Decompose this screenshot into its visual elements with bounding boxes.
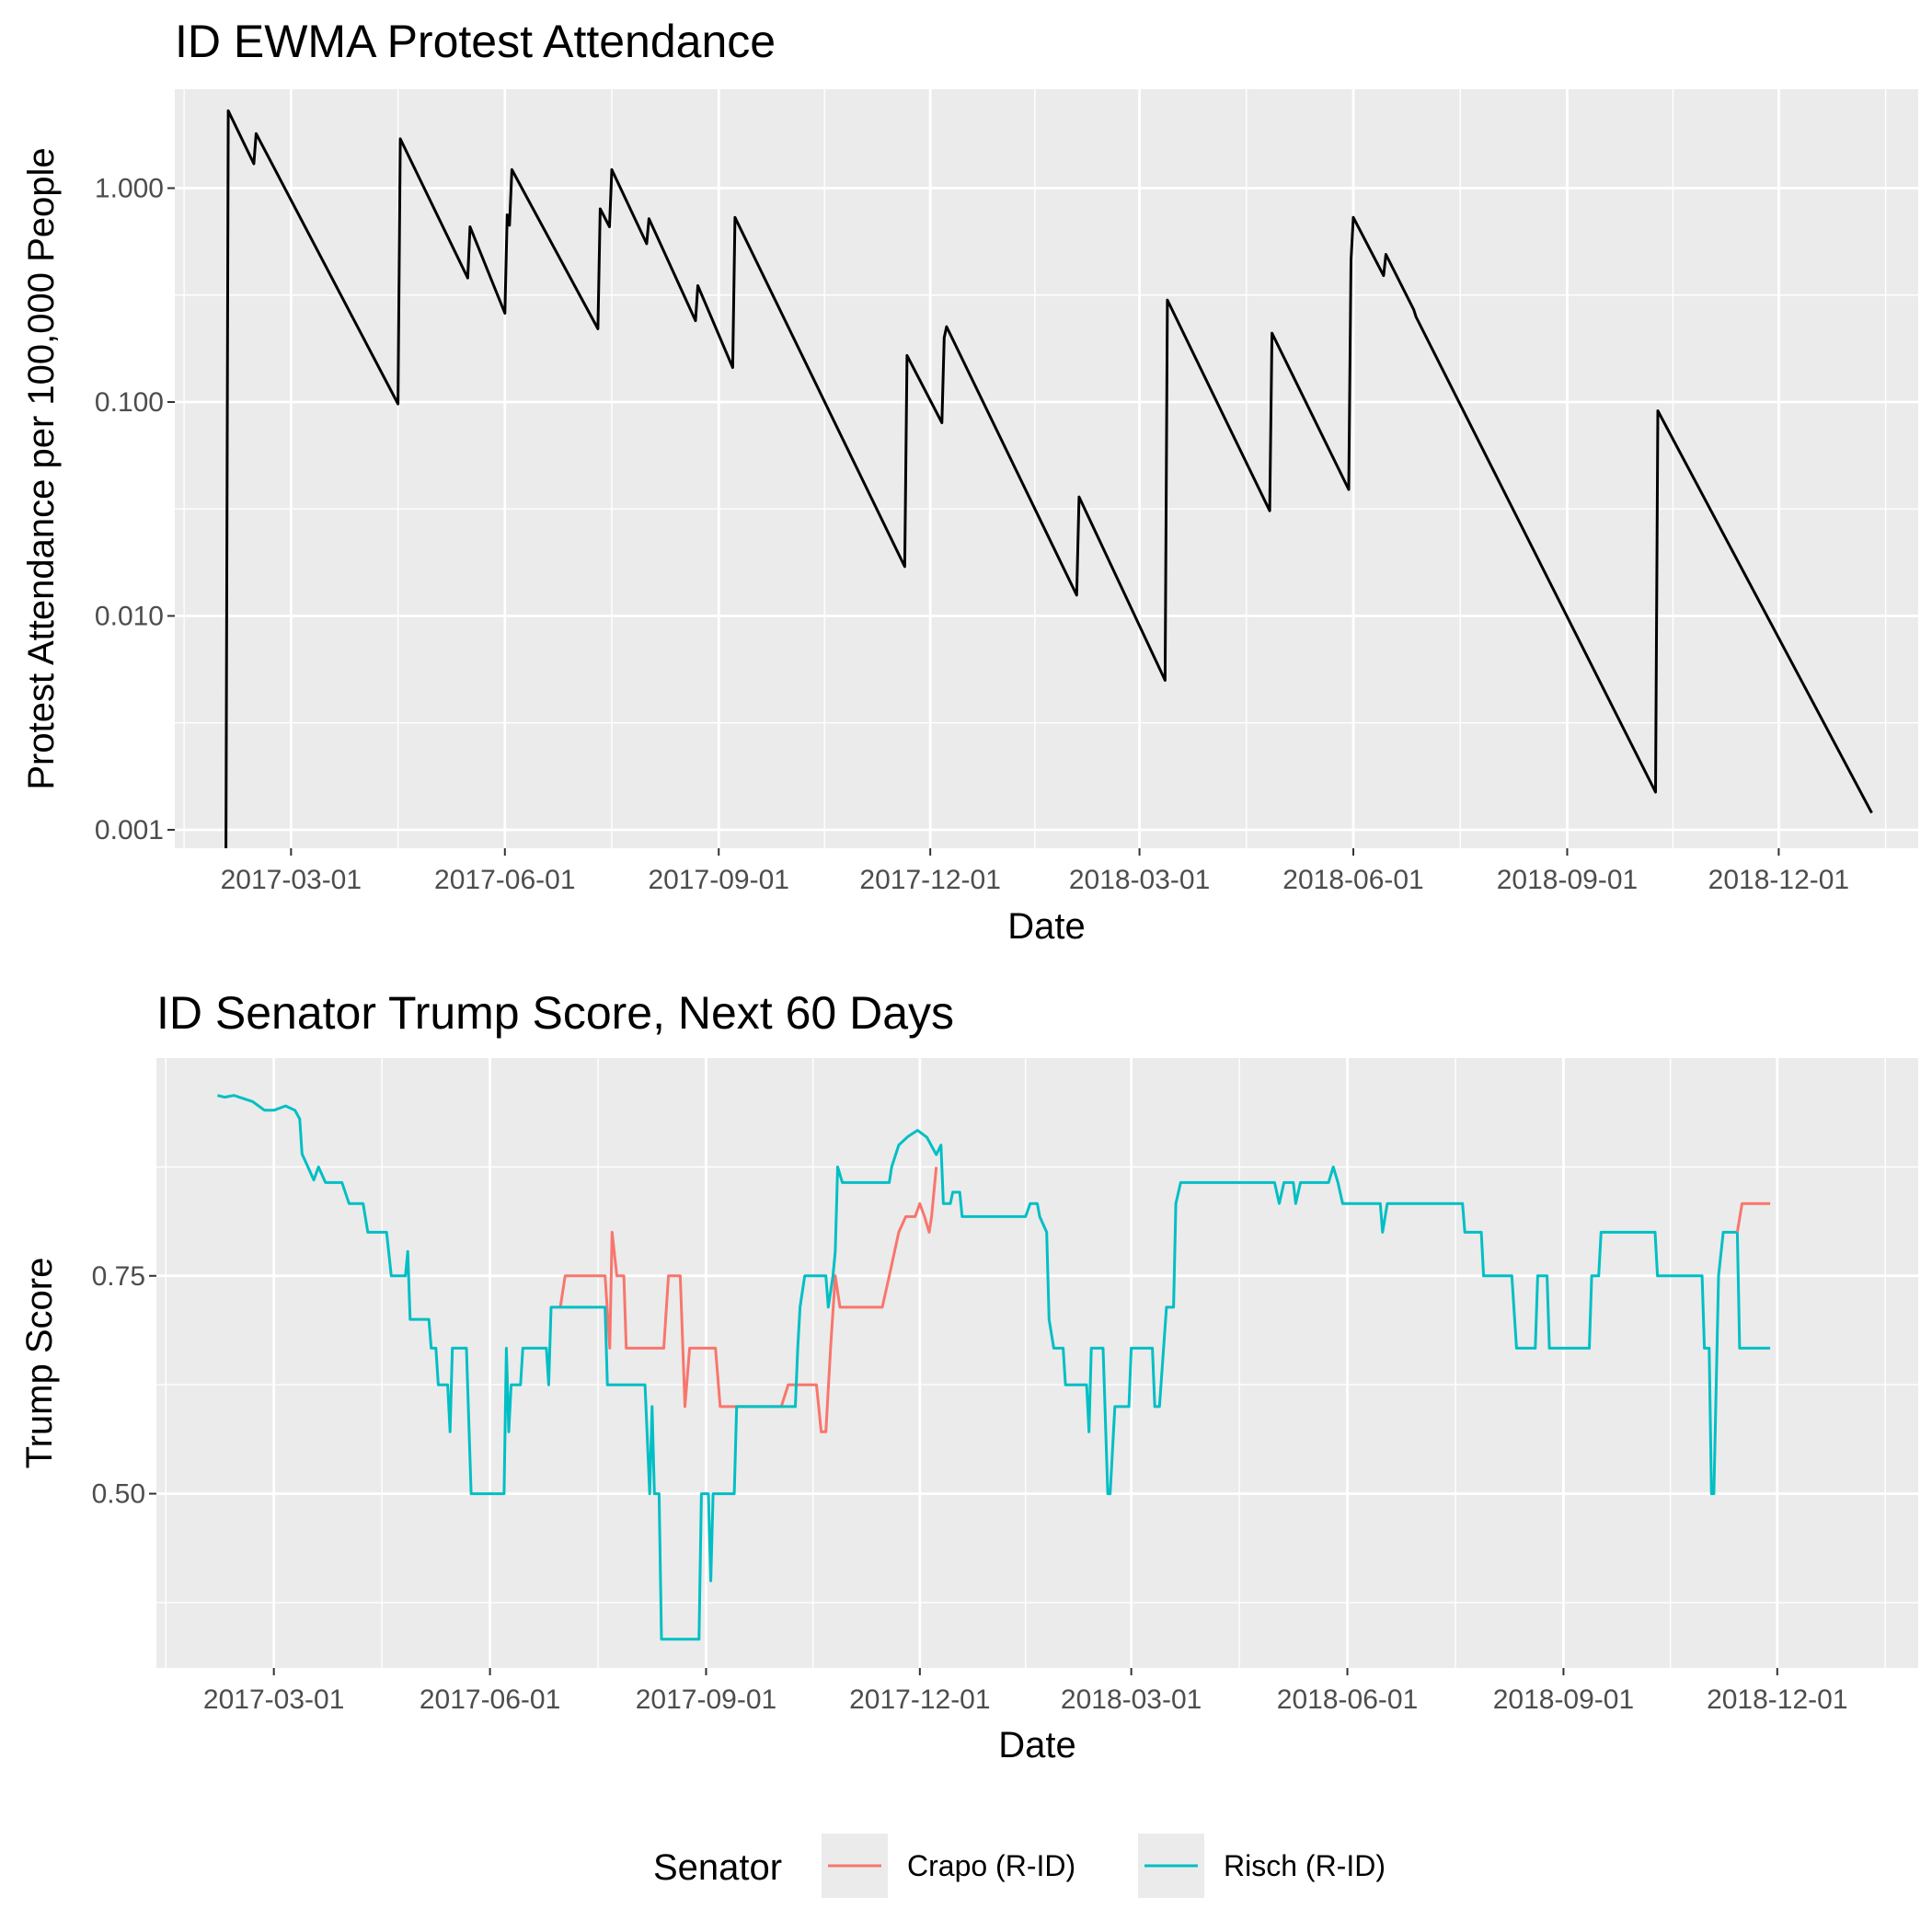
y-axis-ticks: 1.000 0.100 0.010 0.001 bbox=[95, 174, 175, 845]
series-line-2 bbox=[1735, 1202, 1771, 1233]
legend-item-risch: Risch (R-ID) bbox=[1138, 1834, 1386, 1898]
trump-score-chart: ID Senator Trump Score, Next 60 Days 0.5… bbox=[19, 987, 1918, 1765]
x-tick-label: 2018-12-01 bbox=[1708, 865, 1849, 895]
x-tick-label: 2017-12-01 bbox=[859, 865, 1000, 895]
y-tick-label: 0.75 bbox=[92, 1261, 145, 1292]
x-axis-title: Date bbox=[998, 1725, 1076, 1765]
series-line-0 bbox=[558, 1167, 938, 1433]
legend-item-crapo: Crapo (R-ID) bbox=[822, 1834, 1075, 1898]
x-tick-label: 2017-06-01 bbox=[420, 1685, 560, 1715]
x-tick-label: 2018-03-01 bbox=[1069, 865, 1210, 895]
x-tick-label: 2017-09-01 bbox=[636, 1685, 776, 1715]
legend-title: Senator bbox=[653, 1847, 782, 1888]
x-tick-label: 2017-06-01 bbox=[434, 865, 575, 895]
gridlines bbox=[156, 1058, 1918, 1668]
legend-label: Risch (R-ID) bbox=[1224, 1849, 1386, 1882]
y-tick-label: 0.001 bbox=[95, 815, 164, 845]
x-tick-label: 2018-03-01 bbox=[1061, 1685, 1202, 1715]
x-tick-label: 2018-06-01 bbox=[1282, 865, 1423, 895]
y-tick-label: 1.000 bbox=[95, 174, 164, 204]
x-axis-title: Date bbox=[1007, 906, 1086, 947]
protest-attendance-chart: ID EWMA Protest Attendance 1.000 0.100 0.0… bbox=[21, 16, 1918, 947]
x-tick-label: 2017-03-01 bbox=[221, 865, 362, 895]
x-axis-ticks: 2017-03-01 2017-06-01 2017-09-01 2017-12-01… bbox=[221, 848, 1849, 895]
x-axis-ticks: 2017-03-01 2017-06-01 2017-09-01 2017-12-01… bbox=[203, 1668, 1848, 1715]
series-lines bbox=[217, 1094, 1771, 1641]
y-tick-label: 0.50 bbox=[92, 1479, 145, 1510]
chart-title: ID Senator Trump Score, Next 60 Days bbox=[156, 987, 954, 1039]
x-tick-label: 2017-03-01 bbox=[203, 1685, 344, 1715]
chart-title: ID EWMA Protest Attendance bbox=[175, 16, 776, 67]
series-lines bbox=[224, 109, 1873, 849]
x-tick-label: 2017-09-01 bbox=[649, 865, 789, 895]
gridlines bbox=[175, 89, 1918, 848]
x-tick-label: 2018-06-01 bbox=[1277, 1685, 1418, 1715]
legend: Senator Crapo (R-ID) Risch (R-ID) bbox=[653, 1834, 1386, 1898]
y-axis-title: Protest Attendance per 100,000 People bbox=[21, 147, 62, 789]
y-axis-title: Trump Score bbox=[19, 1258, 60, 1469]
x-tick-label: 2017-12-01 bbox=[849, 1685, 990, 1715]
x-tick-label: 2018-09-01 bbox=[1493, 1685, 1634, 1715]
plot-panel bbox=[175, 89, 1918, 848]
legend-label: Crapo (R-ID) bbox=[907, 1849, 1075, 1882]
x-tick-label: 2018-09-01 bbox=[1497, 865, 1638, 895]
y-tick-label: 0.100 bbox=[95, 387, 164, 418]
x-tick-label: 2018-12-01 bbox=[1707, 1685, 1847, 1715]
y-tick-label: 0.010 bbox=[95, 601, 164, 631]
y-axis-ticks: 0.50 0.75 bbox=[92, 1261, 156, 1510]
series-line-0 bbox=[224, 109, 1873, 849]
plot-panel bbox=[156, 1058, 1918, 1668]
series-line-1 bbox=[217, 1094, 1771, 1641]
